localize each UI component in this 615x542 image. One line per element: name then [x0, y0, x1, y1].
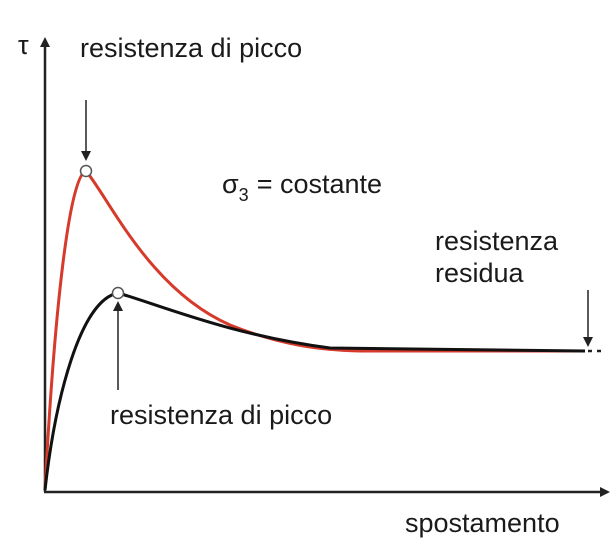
annotation: resistenza di picco	[80, 33, 302, 63]
dense-curve	[43, 169, 585, 491]
x-axis-label: spostamento	[405, 508, 560, 538]
annotation: resistenza di picco	[110, 400, 332, 430]
annotation: resistenza	[435, 226, 559, 256]
peak-point	[79, 164, 93, 178]
y-axis-label: τ	[18, 30, 29, 60]
annotation: residua	[435, 258, 525, 288]
symbol: σ	[222, 169, 239, 199]
loose-curve	[43, 291, 586, 491]
condition-text: = costante	[257, 169, 382, 199]
subscript: 3	[239, 185, 249, 205]
annotation: σ3 = costante	[222, 169, 382, 205]
peak-point	[111, 286, 125, 300]
